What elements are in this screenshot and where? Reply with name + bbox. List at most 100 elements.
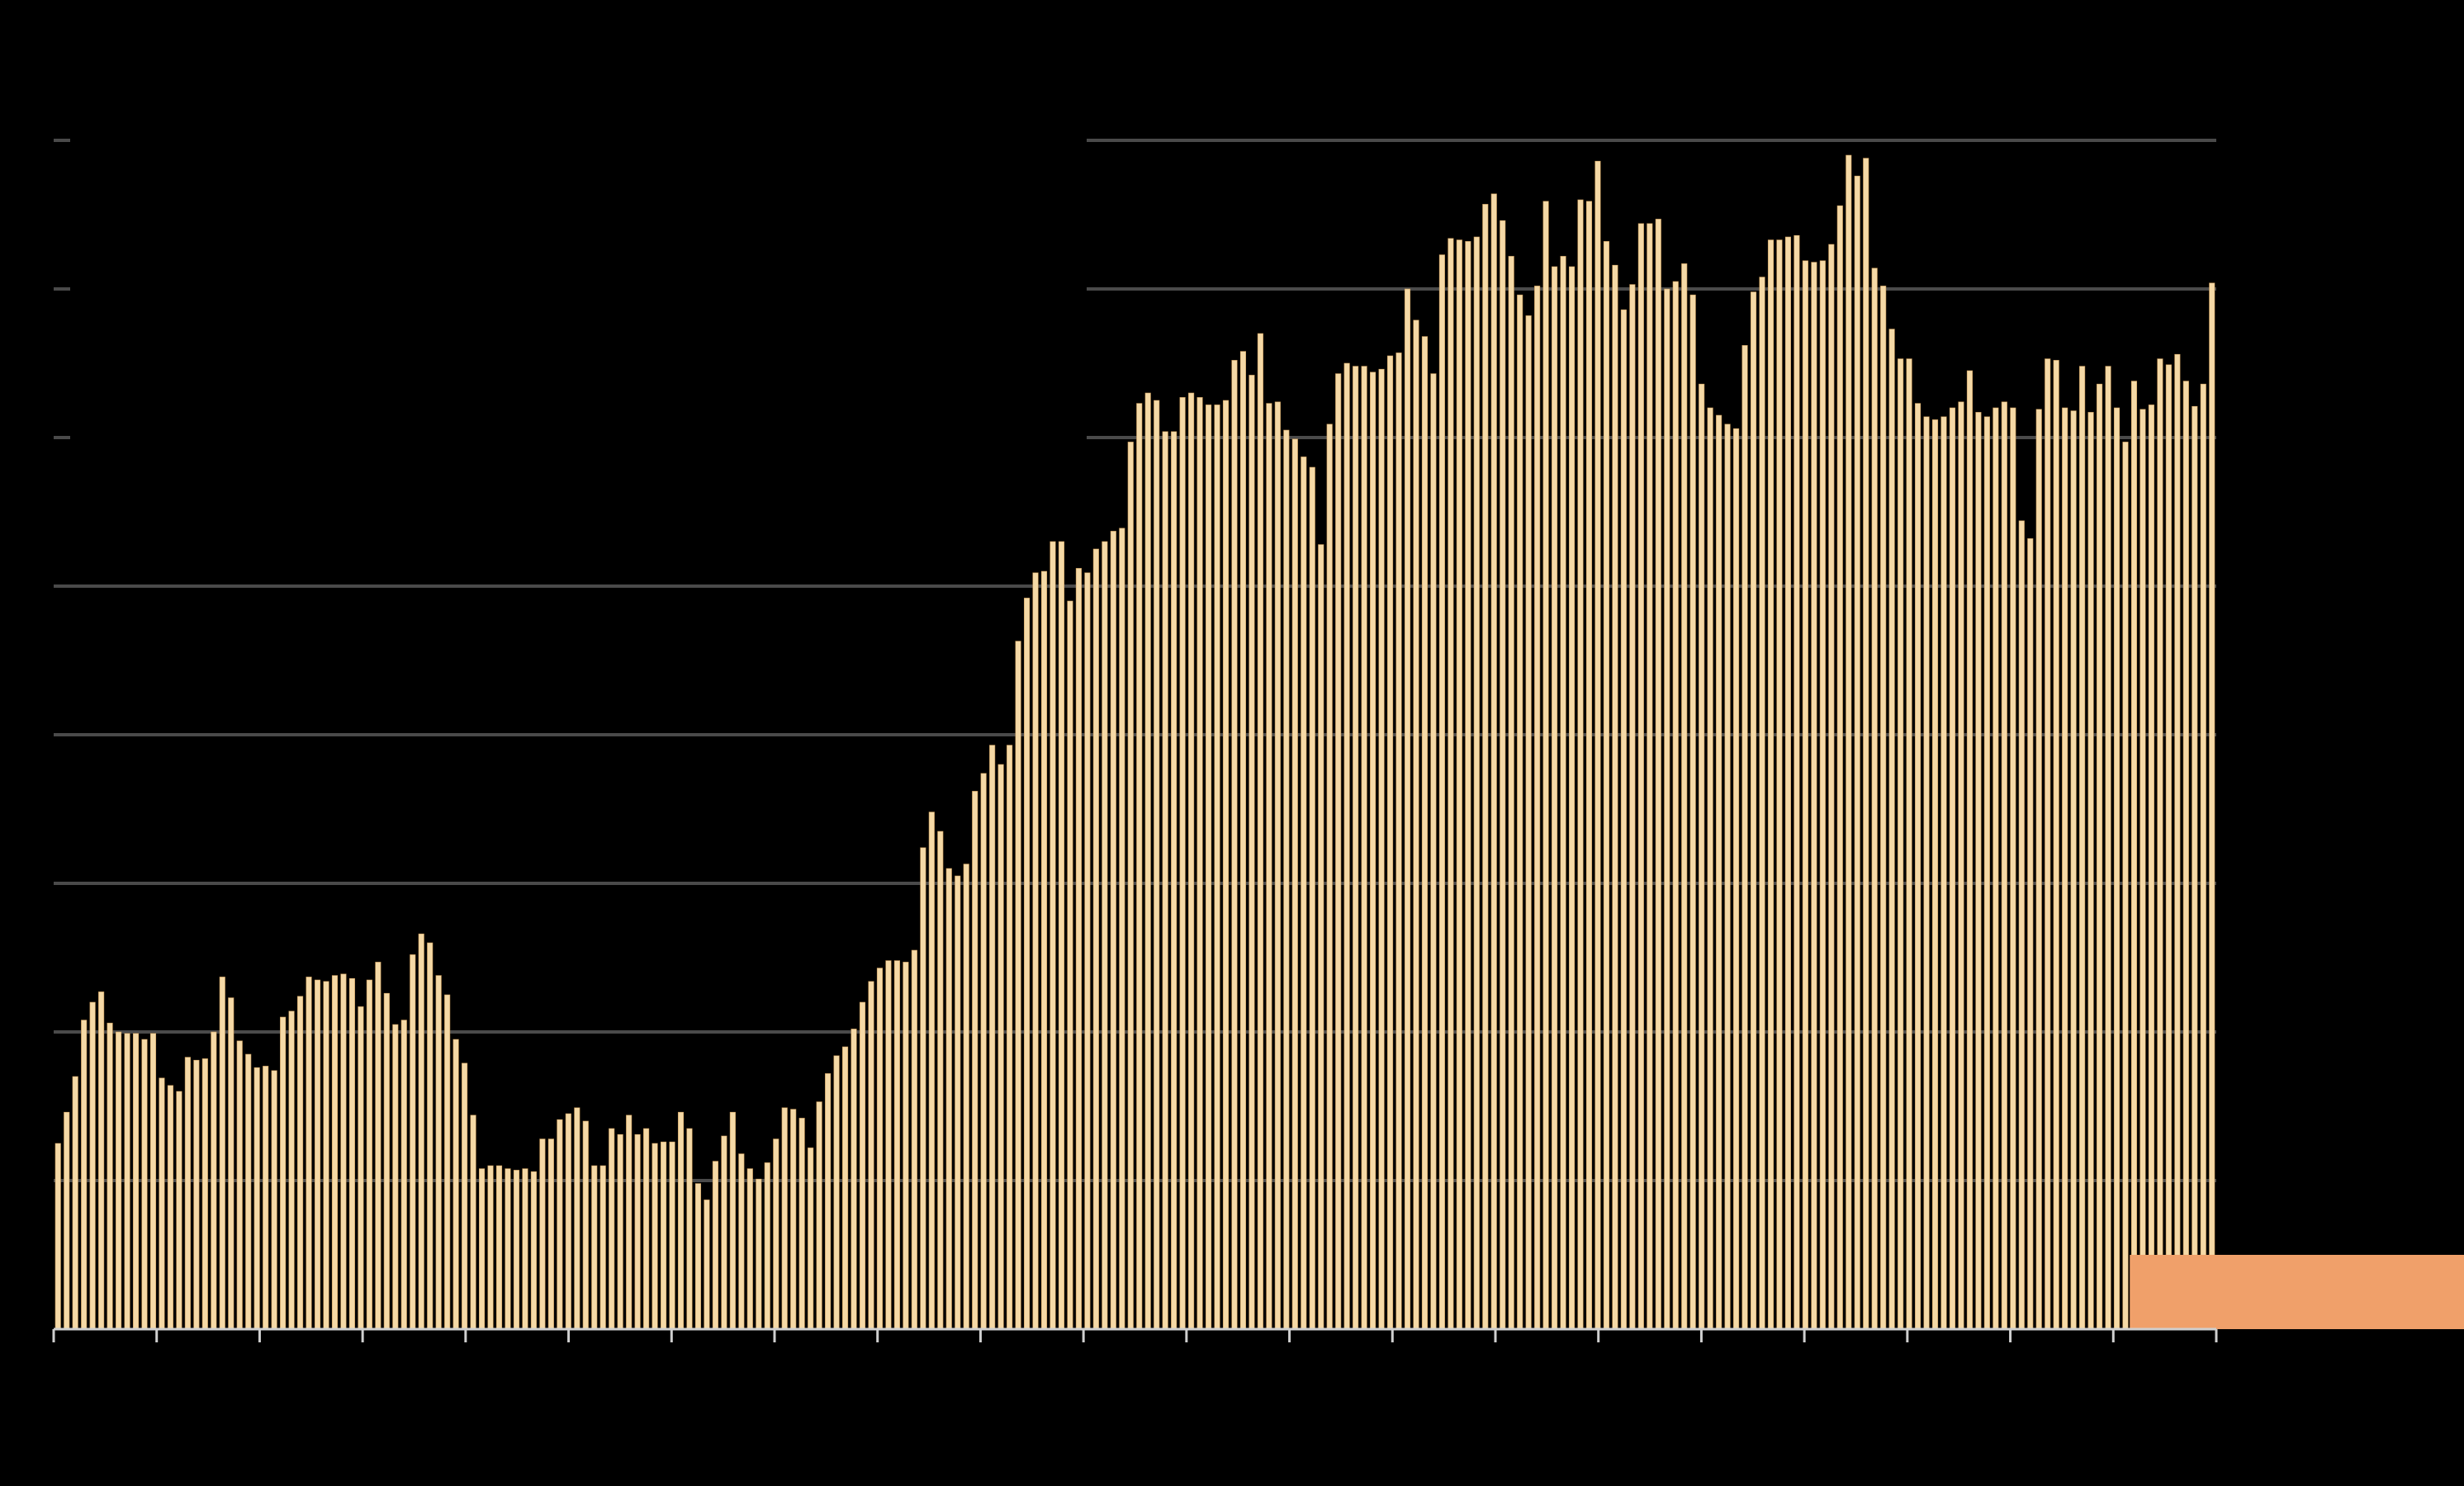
bar-224	[1993, 407, 1999, 1330]
bar-89	[825, 1073, 832, 1330]
bar-113	[1032, 572, 1039, 1330]
bar-112	[1024, 598, 1031, 1330]
bar-139	[1257, 333, 1263, 1330]
bar-18	[211, 1031, 217, 1330]
bar-40	[400, 1020, 407, 1330]
bar-87	[808, 1148, 814, 1330]
bar-76	[712, 1161, 718, 1330]
bar-137	[1239, 351, 1246, 1330]
bar-64	[609, 1128, 615, 1330]
bar-98	[903, 962, 909, 1330]
bar-246	[2182, 381, 2189, 1330]
bar-92	[851, 1029, 857, 1330]
bar-143	[1291, 438, 1298, 1330]
bar-68	[643, 1128, 650, 1330]
bar-26	[280, 1016, 287, 1330]
bar-209	[1863, 158, 1869, 1330]
bar-67	[634, 1133, 641, 1330]
bar-9	[132, 1033, 140, 1330]
bar-130	[1179, 397, 1186, 1330]
bar-247	[2192, 405, 2198, 1330]
bar-161	[1448, 238, 1454, 1330]
bar-96	[885, 960, 892, 1330]
bar-134	[1214, 405, 1220, 1330]
bar-120	[1092, 548, 1099, 1330]
bar-192	[1716, 414, 1722, 1330]
bar-171	[1534, 286, 1541, 1330]
bar-90	[833, 1055, 840, 1330]
bar-108	[989, 745, 996, 1330]
bar-50	[487, 1165, 494, 1330]
bar-149	[1343, 362, 1350, 1330]
bar-1	[64, 1111, 70, 1330]
bar-36	[366, 979, 372, 1330]
bar-6	[107, 1022, 113, 1330]
bar-106	[972, 791, 978, 1330]
bar-157	[1413, 319, 1419, 1330]
bar-230	[2045, 358, 2051, 1330]
bar-73	[686, 1128, 693, 1330]
bar-234	[2079, 366, 2086, 1330]
bar-114	[1040, 570, 1048, 1330]
bar-38	[383, 992, 390, 1330]
bar-107	[980, 773, 987, 1330]
bar-37	[375, 962, 381, 1330]
bar-225	[2001, 401, 2007, 1330]
bar-52	[505, 1168, 511, 1330]
bar-84	[781, 1107, 788, 1330]
bar-59	[565, 1113, 571, 1330]
bar-118	[1075, 568, 1082, 1330]
bar-111	[1015, 641, 1021, 1330]
bar-187	[1672, 281, 1679, 1330]
bar-57	[547, 1138, 554, 1330]
bar-190	[1699, 383, 1705, 1330]
bar-123	[1119, 528, 1125, 1330]
bar-58	[557, 1119, 563, 1330]
bar-200	[1784, 236, 1791, 1330]
bar-4	[89, 1001, 96, 1330]
bar-242	[2148, 405, 2154, 1330]
bar-129	[1171, 431, 1178, 1330]
bar-156	[1404, 288, 1411, 1330]
bar-71	[669, 1141, 675, 1330]
bar-17	[201, 1058, 208, 1330]
bar-78	[729, 1111, 736, 1330]
bar-202	[1802, 260, 1808, 1330]
bar-249	[2209, 282, 2215, 1330]
bar-208	[1854, 175, 1860, 1330]
bar-195	[1741, 345, 1748, 1330]
bar-151	[1361, 366, 1367, 1330]
bar-233	[2070, 410, 2077, 1330]
bar-32	[331, 975, 339, 1330]
bar-219	[1949, 407, 1956, 1330]
bar-128	[1162, 431, 1168, 1330]
bar-153	[1378, 368, 1385, 1330]
bar-193	[1724, 424, 1731, 1330]
bar-105	[963, 864, 969, 1330]
bar-91	[842, 1046, 849, 1330]
bar-175	[1568, 266, 1576, 1330]
bar-186	[1664, 288, 1670, 1330]
bar-28	[297, 996, 304, 1330]
bar-63	[599, 1165, 606, 1330]
bar-83	[773, 1138, 779, 1330]
bar-199	[1776, 239, 1783, 1330]
bar-72	[677, 1111, 685, 1330]
bar-228	[2027, 538, 2034, 1330]
bar-33	[340, 973, 347, 1330]
bar-94	[868, 981, 874, 1330]
bar-159	[1430, 373, 1437, 1330]
bar-182	[1629, 284, 1636, 1330]
bar-132	[1196, 397, 1203, 1330]
bar-95	[876, 968, 884, 1330]
bar-245	[2174, 353, 2181, 1330]
bar-39	[392, 1024, 399, 1330]
bar-116	[1058, 541, 1065, 1330]
bar-212	[1888, 329, 1895, 1330]
bar-166	[1490, 193, 1497, 1330]
bar-121	[1102, 541, 1108, 1330]
bar-23	[254, 1067, 260, 1330]
bar-43	[427, 942, 434, 1330]
bar-34	[348, 977, 355, 1330]
